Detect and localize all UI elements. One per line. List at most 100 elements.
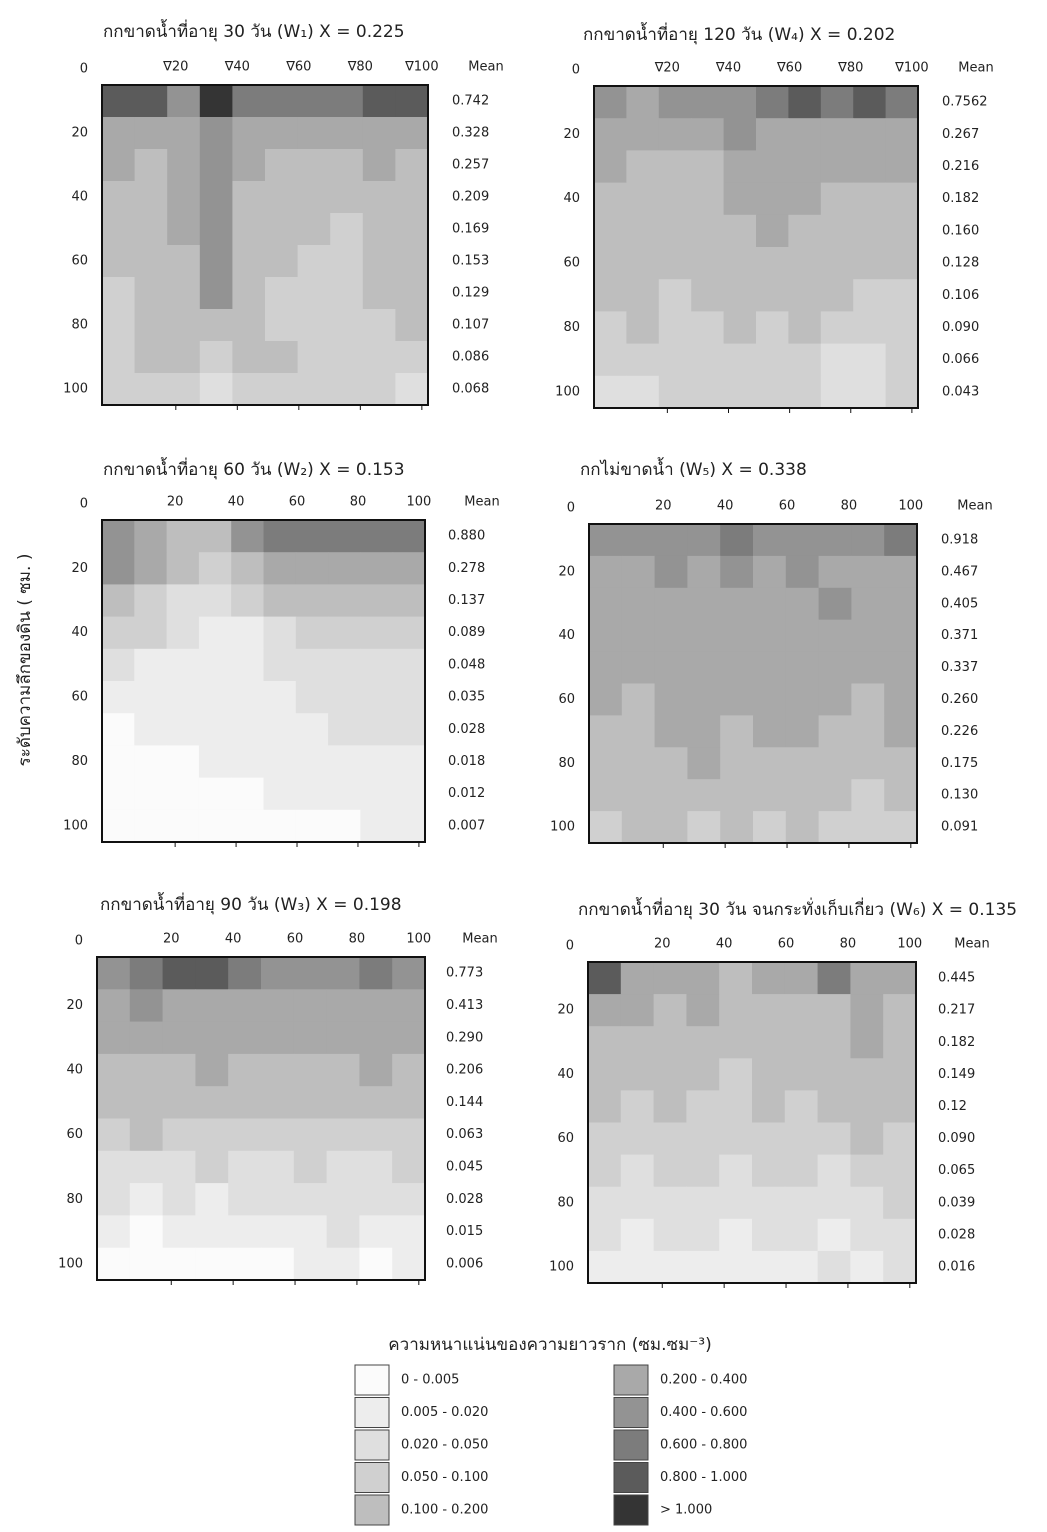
- heatmap-cell: [785, 962, 818, 995]
- x-tick-label: ∇20: [162, 60, 188, 75]
- heatmap-cell: [594, 279, 627, 312]
- heatmap-cell: [821, 376, 854, 409]
- legend-swatch: [355, 1430, 389, 1460]
- heatmap-cell: [395, 245, 428, 278]
- x-tick-label: 40: [228, 495, 245, 510]
- heatmap-cell: [363, 373, 396, 406]
- mean-value: 0.182: [938, 1035, 975, 1050]
- mean-value: 0.068: [452, 382, 489, 397]
- y-tick-label: 80: [71, 754, 88, 769]
- y-tick-label: 60: [557, 1131, 574, 1146]
- heatmap-cell: [588, 1090, 621, 1123]
- heatmap-cell: [360, 778, 393, 811]
- heatmap-cell: [786, 620, 819, 652]
- heatmap-cell: [691, 86, 724, 119]
- heatmap-cell: [328, 584, 361, 617]
- heatmap-cell: [785, 1219, 818, 1252]
- mean-value: 0.206: [446, 1063, 483, 1078]
- heatmap-cell: [853, 279, 886, 312]
- mean-value: 0.130: [941, 788, 978, 803]
- mean-value: 0.090: [938, 1131, 975, 1146]
- heatmap-cell: [261, 1151, 294, 1184]
- heatmap-cell: [231, 681, 264, 714]
- heatmap-cell: [363, 181, 396, 214]
- mean-header: Mean: [954, 937, 989, 952]
- heatmap-cell: [818, 1058, 851, 1091]
- heatmap-cell: [691, 150, 724, 183]
- chart-title: กกขาดน้ำที่อายุ 90 วัน (W₃) X = 0.198: [100, 892, 402, 915]
- y-tick-label: 0: [567, 501, 575, 516]
- heatmap-cell: [294, 1151, 327, 1184]
- heatmap-cell: [594, 376, 627, 409]
- heatmap-cell: [884, 684, 917, 716]
- heatmap-cell: [788, 150, 821, 183]
- heatmap-cell: [200, 245, 233, 278]
- heatmap-cell: [200, 149, 233, 182]
- heatmap-cell: [785, 1187, 818, 1220]
- heatmap-cell: [167, 617, 200, 650]
- y-tick-label: 20: [71, 126, 88, 141]
- heatmap-cell: [294, 1183, 327, 1216]
- heatmap-cell: [228, 989, 261, 1022]
- heatmap-cell: [686, 994, 719, 1027]
- heatmap-cell: [298, 181, 331, 214]
- heatmap-cell: [327, 1151, 360, 1184]
- heatmap-cell: [360, 552, 393, 585]
- heatmap-cell: [724, 279, 757, 312]
- mean-value: 0.260: [941, 692, 978, 707]
- heatmap-cell: [821, 215, 854, 248]
- heatmap-cell: [785, 1026, 818, 1059]
- heatmap-cell: [622, 620, 655, 652]
- heatmap-cell: [724, 86, 757, 119]
- heatmap-cell: [622, 715, 655, 747]
- heatmap-cell: [199, 681, 232, 714]
- heatmap-cell: [659, 279, 692, 312]
- heatmap-cell: [134, 713, 167, 746]
- heatmap-cell: [588, 1058, 621, 1091]
- heatmap-cell: [163, 1086, 196, 1119]
- mean-header: Mean: [462, 932, 497, 947]
- heatmap-cell: [294, 1022, 327, 1055]
- heatmap-cell: [130, 1215, 163, 1248]
- heatmap-cell: [359, 1151, 392, 1184]
- heatmap-cell: [720, 620, 753, 652]
- heatmap-cell: [719, 1026, 752, 1059]
- heatmap-cell: [785, 1251, 818, 1284]
- x-tick-label: 20: [654, 937, 671, 952]
- heatmap-cell: [883, 1026, 916, 1059]
- y-tick-label: 20: [71, 561, 88, 576]
- heatmap-cell: [97, 1151, 130, 1184]
- mean-value: 0.007: [448, 818, 485, 833]
- heatmap-cell: [102, 309, 135, 342]
- mean-value: 0.405: [941, 596, 978, 611]
- heatmap-cell: [330, 373, 363, 406]
- heatmap-cell: [167, 149, 200, 182]
- heatmap-cell: [659, 118, 692, 151]
- heatmap-cell: [588, 1251, 621, 1284]
- heatmap-cell: [819, 524, 852, 556]
- x-tick-label: 100: [898, 499, 923, 514]
- heatmap-cell: [360, 584, 393, 617]
- mean-value: 0.160: [942, 223, 979, 238]
- heatmap-cell: [134, 584, 167, 617]
- heatmap-cell: [788, 86, 821, 119]
- heatmap-cell: [327, 1183, 360, 1216]
- legend-label: 0.050 - 0.100: [401, 1470, 488, 1485]
- heatmap-cell: [328, 552, 361, 585]
- heatmap-cell: [298, 245, 331, 278]
- heatmap-cell: [686, 1219, 719, 1252]
- heatmap-cell: [199, 520, 232, 553]
- heatmap-cell: [232, 181, 265, 214]
- heatmap-cell: [654, 1251, 687, 1284]
- heatmap-cell: [622, 588, 655, 620]
- heatmap-cell: [199, 778, 232, 811]
- heatmap-cell: [654, 1123, 687, 1156]
- heatmap-cell: [200, 85, 233, 118]
- heatmap-cell: [819, 556, 852, 588]
- heatmap-cell: [720, 811, 753, 843]
- heatmap-cell: [589, 620, 622, 652]
- heatmap-cell: [359, 1248, 392, 1281]
- heatmap-cell: [884, 588, 917, 620]
- heatmap-cell: [167, 649, 200, 682]
- y-tick-label: 0: [80, 496, 88, 511]
